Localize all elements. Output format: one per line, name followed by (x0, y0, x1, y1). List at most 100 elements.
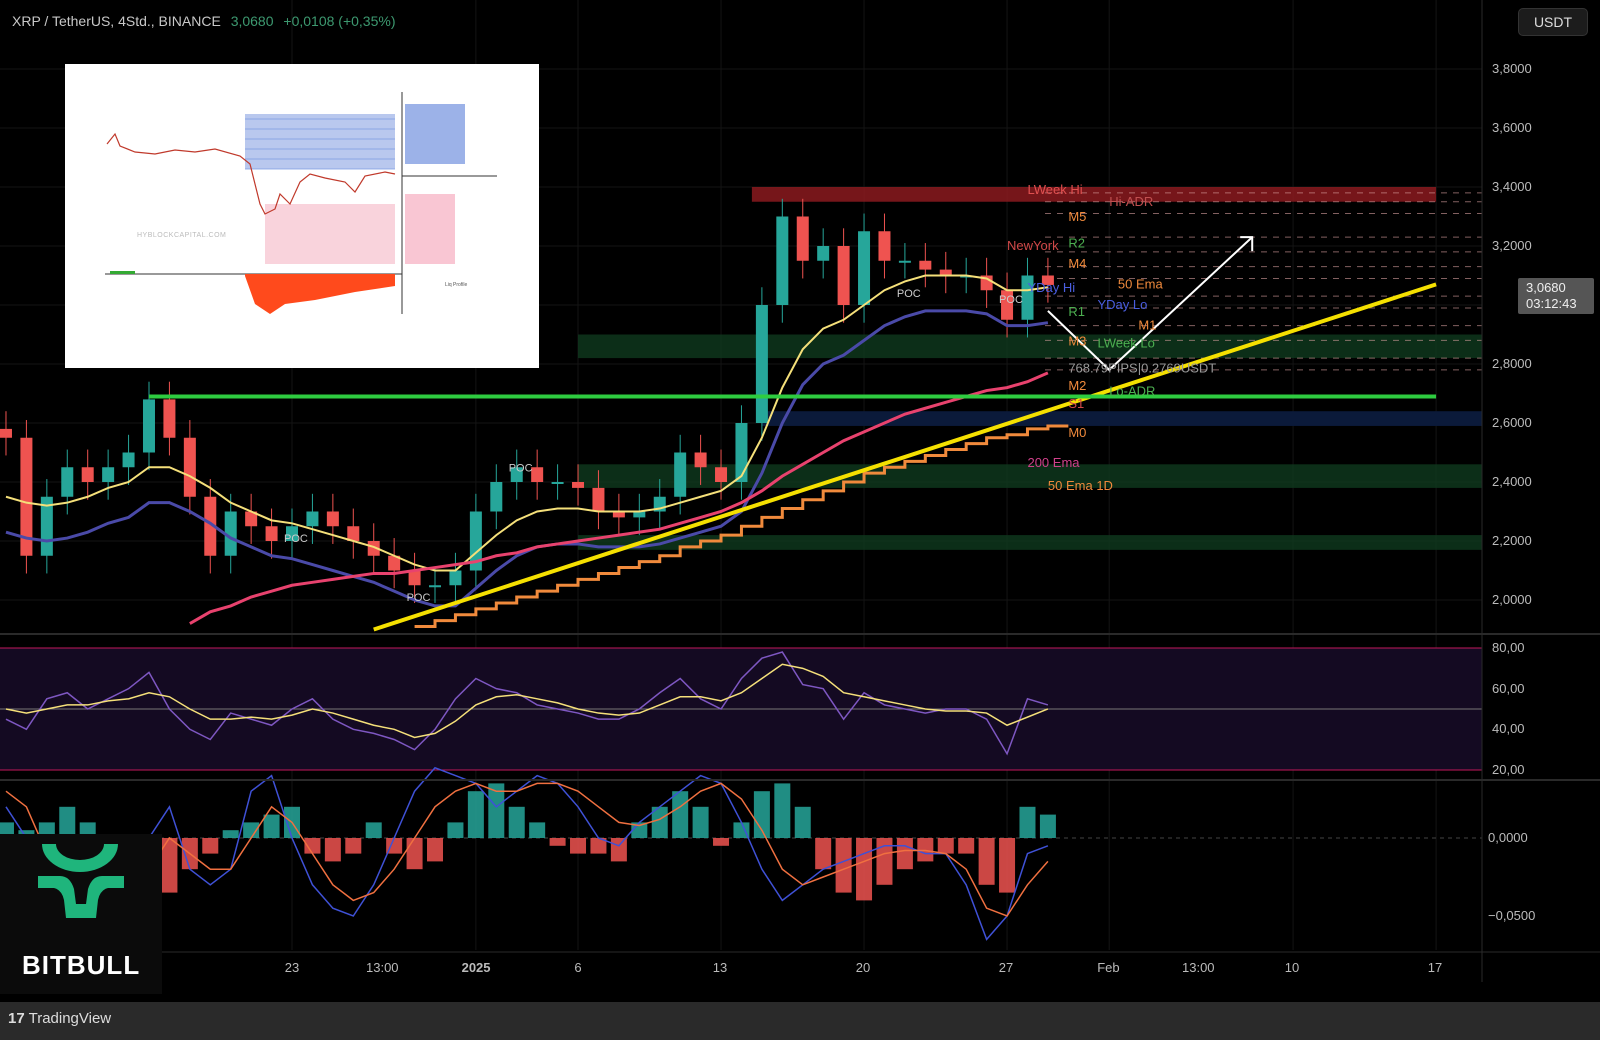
candle-body (715, 467, 728, 482)
macd-histogram-bar (386, 838, 403, 854)
candle-body (81, 467, 94, 482)
candle-body (306, 511, 319, 527)
candle-body (939, 269, 952, 276)
candle-body (531, 467, 544, 482)
macd-histogram-bar (508, 806, 525, 838)
macd-histogram-bar (447, 822, 464, 838)
tradingview-brand[interactable]: 17 TradingView (8, 1010, 111, 1027)
price-pane[interactable] (0, 198, 1437, 632)
annotation-labels: LWeek Hi M5 Hi-ADR R2 M4 YDay Hi NewYork R1 M3 76… (284, 182, 1216, 604)
chart-annotation: R1 (1068, 304, 1085, 319)
chart-canvas[interactable]: LWeek Hi M5 Hi-ADR R2 M4 YDay Hi NewYork R1 M3 76… (0, 0, 1600, 1002)
price-axis-tick: 2,0000 (1492, 592, 1532, 607)
macd-histogram-bar (672, 791, 689, 838)
logo-text: BITBULL (22, 950, 141, 980)
candle-body (408, 570, 421, 586)
macd-histogram-bar (999, 838, 1016, 893)
macd-histogram-bar (917, 838, 934, 862)
inset-liq-profile-label: Liq Profile (445, 282, 468, 288)
candle-body (490, 482, 503, 512)
macd-histogram-bar (651, 806, 668, 838)
price-axis-tick: 2,8000 (1492, 356, 1532, 371)
macd-axis-tick: −0,0500 (1488, 908, 1536, 923)
candle-body (592, 487, 605, 512)
rsi-signal-line (5, 663, 1049, 739)
last-price: 3,0680 (230, 13, 274, 29)
symbol-header[interactable]: XRP / TetherUS, 4Std., BINANCE 3,0680 +0… (12, 13, 396, 29)
projection-path (1047, 236, 1253, 372)
chart-annotation: POC (284, 533, 308, 545)
candle-body (796, 216, 809, 261)
chart-annotation: 768.79PIPS|0.2769USDT (1068, 360, 1216, 375)
tradingview-logo-icon: 17 (8, 1010, 25, 1027)
footer-bar: 17 TradingView (0, 1002, 1600, 1040)
macd-pane[interactable] (0, 766, 1482, 949)
macd-histogram-bar (1039, 814, 1056, 838)
macd-histogram-bar (406, 838, 423, 870)
chart-annotation: YDay Lo (1097, 297, 1147, 312)
candle-body (551, 482, 564, 484)
macd-histogram-bar (733, 822, 750, 838)
time-axis-tick: Feb (1097, 960, 1120, 975)
chart-annotation: NewYork (1007, 238, 1059, 253)
macd-histogram-bar (815, 838, 832, 870)
liquidation-levels-inset-image: HYBLOCKCAPITAL.COM Liq Profile (65, 64, 539, 368)
macd-histogram-bar (243, 822, 260, 838)
candle-body (858, 231, 871, 305)
candle-body (837, 246, 850, 305)
candle-body (898, 260, 911, 263)
currency-button[interactable]: USDT (1518, 8, 1588, 36)
time-axis-tick: 6 (574, 960, 582, 975)
time-axis-tick: 13:00 (1182, 960, 1215, 975)
macd-histogram-bar (549, 838, 566, 846)
candle-body (102, 467, 115, 482)
resistance-zone (751, 187, 1437, 202)
price-axis-tick: 3,2000 (1492, 238, 1532, 253)
candle-body (674, 452, 687, 497)
demand-zone (578, 334, 1482, 359)
price-change: +0,0108 (+0,35%) (283, 13, 396, 29)
rsi-pane[interactable] (0, 647, 1482, 771)
candle-body (245, 511, 258, 527)
macd-histogram-bar (222, 830, 239, 838)
time-axis-tick: 13:00 (366, 960, 399, 975)
macd-histogram-bar (794, 806, 811, 838)
candle-body (919, 260, 932, 270)
rsi-axis-tick: 60,00 (1492, 680, 1525, 696)
macd-histogram-bar (1019, 806, 1036, 838)
macd-histogram-bar (978, 838, 995, 885)
candle-body (122, 452, 135, 468)
macd-histogram-bar (161, 838, 178, 893)
macd-histogram-bar (304, 838, 321, 854)
chart-annotation: M5 (1068, 209, 1086, 224)
time-axis-tick: 13 (712, 960, 728, 975)
inset-watermark: HYBLOCKCAPITAL.COM (137, 232, 227, 239)
chart-annotation: M2 (1068, 378, 1086, 393)
chart-annotation: S1 (1068, 396, 1084, 411)
demand-zone (578, 464, 1482, 488)
chart-annotation: LWeek Hi (1027, 182, 1082, 197)
chart-annotation: POC (509, 462, 533, 474)
macd-histogram-bar (427, 838, 444, 862)
rsi-axis-tick: 40,00 (1492, 721, 1525, 737)
candle-body (1041, 275, 1054, 285)
candle-body (572, 482, 585, 488)
macd-signal-line (5, 782, 1049, 917)
macd-histogram-bar (590, 838, 607, 854)
macd-histogram-bar (202, 838, 219, 854)
time-axis-tick: 17 (1427, 960, 1443, 975)
current-price: 3,0680 (1526, 280, 1566, 295)
candle-body (142, 399, 155, 453)
candle-body (347, 526, 360, 541)
price-axis-tick: 3,4000 (1492, 179, 1532, 194)
candle-body (1001, 290, 1014, 320)
candle-body (817, 246, 830, 261)
macd-histogram-bar (345, 838, 362, 854)
candle-body (61, 467, 74, 497)
projection-arrowhead (1240, 236, 1254, 252)
macd-histogram-bar (570, 838, 587, 854)
macd-histogram-bar (774, 783, 791, 838)
chart-annotation: R2 (1068, 236, 1085, 251)
inset-chart (105, 92, 497, 314)
candle-body (449, 570, 462, 586)
